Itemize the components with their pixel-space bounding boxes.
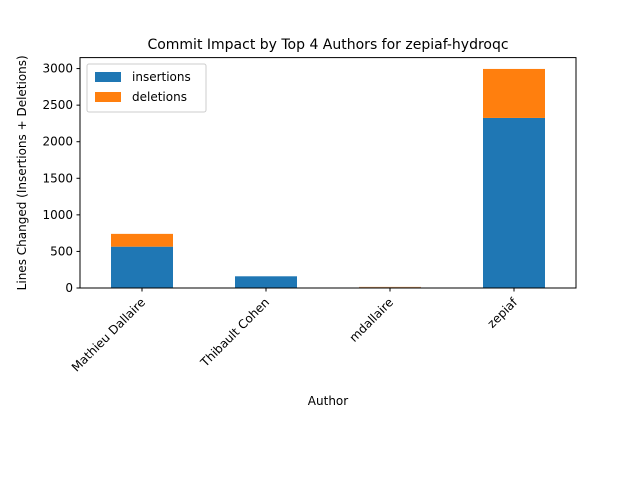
legend-label-insertions: insertions bbox=[132, 70, 191, 84]
legend-label-deletions: deletions bbox=[132, 90, 187, 104]
legend-swatch-insertions bbox=[95, 72, 121, 82]
plot-frame bbox=[79, 57, 577, 289]
y-axis: 0 500 1000 1500 2000 2500 3000 bbox=[42, 62, 80, 295]
bar-insertions-3 bbox=[483, 117, 545, 288]
x-axis-label: Author bbox=[308, 394, 348, 408]
y-tick-label: 3000 bbox=[42, 62, 73, 76]
bar-deletions-0 bbox=[111, 233, 173, 247]
legend-swatch-deletions bbox=[95, 92, 121, 102]
y-tick-label: 500 bbox=[50, 244, 73, 258]
chart-title: Commit Impact by Top 4 Authors for zepia… bbox=[147, 37, 508, 53]
y-tick-label: 2000 bbox=[42, 135, 73, 149]
y-tick-label: 1000 bbox=[42, 208, 73, 222]
legend: insertions deletions bbox=[86, 63, 207, 113]
y-tick-label: 2500 bbox=[42, 98, 73, 112]
x-tick-label: zepiaf bbox=[485, 295, 521, 331]
bar-insertions-1 bbox=[235, 276, 297, 288]
x-tick-label: mdallaire bbox=[347, 295, 397, 345]
x-tick-label: Thibault Cohen bbox=[197, 295, 272, 370]
x-tick-label: Mathieu Dallaire bbox=[69, 295, 148, 374]
y-axis-label: Lines Changed (Insertions + Deletions) bbox=[15, 55, 29, 290]
y-tick-label: 0 bbox=[65, 281, 73, 295]
x-axis: Mathieu Dallaire Thibault Cohen mdallaire z… bbox=[69, 288, 521, 375]
y-tick-label: 1500 bbox=[42, 171, 73, 185]
bar-deletions-3 bbox=[483, 68, 545, 118]
bar-insertions-0 bbox=[111, 246, 173, 288]
